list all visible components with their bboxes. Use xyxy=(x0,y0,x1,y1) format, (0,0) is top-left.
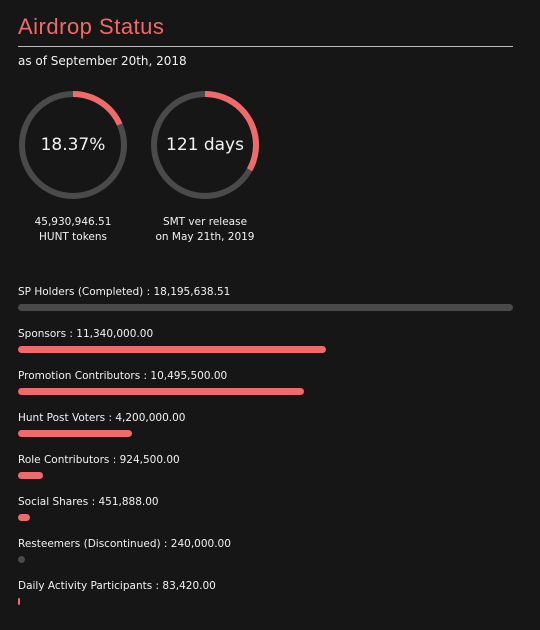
gauge-progress-arc xyxy=(19,91,127,199)
bar-fill xyxy=(18,304,513,311)
gauge-days: 121 days xyxy=(150,90,260,200)
title-divider xyxy=(18,46,513,47)
bar-fill xyxy=(18,472,44,479)
bar-row: Promotion Contributors : 10,495,500.00 xyxy=(18,368,513,410)
bar-row: Daily Activity Participants : 83,420.00 xyxy=(18,578,513,620)
bar-label: Sponsors : 11,340,000.00 xyxy=(18,328,154,340)
bar-row: Social Shares : 451,888.00 xyxy=(18,494,513,536)
gauge-percent-value: 18.37% xyxy=(40,135,106,155)
bar-label: Social Shares : 451,888.00 xyxy=(18,496,159,508)
gauge-days-value: 121 days xyxy=(166,135,244,155)
bar-row: Role Contributors : 924,500.00 xyxy=(18,452,513,494)
bar-fill xyxy=(18,430,133,437)
gauge-progress-arc xyxy=(151,91,259,199)
gauge-percent: 18.37% xyxy=(18,90,128,200)
gauge-days-ring xyxy=(151,91,259,199)
bar-fill xyxy=(18,556,25,563)
distribution-bar-list: SP Holders (Completed) : 18,195,638.51 Sp… xyxy=(18,284,513,620)
gauge-caption-line: HUNT tokens xyxy=(38,231,108,243)
bar-track xyxy=(18,304,513,311)
bar-label: SP Holders (Completed) : 18,195,638.51 xyxy=(18,286,231,298)
gauge-percent-ring xyxy=(19,91,127,199)
gauge-percent-caption: 45,930,946.51 HUNT tokens xyxy=(0,215,153,245)
bar-track xyxy=(18,598,513,605)
bar-label: Resteemers (Discontinued) : 240,000.00 xyxy=(18,538,231,550)
bar-label: Hunt Post Voters : 4,200,000.00 xyxy=(18,412,186,424)
gauge-days-caption: SMT ver release on May 21th, 2019 xyxy=(125,215,285,245)
bar-track xyxy=(18,472,513,479)
status-date: as of September 20th, 2018 xyxy=(18,54,187,68)
gauge-caption-line: SMT ver release xyxy=(162,216,248,228)
bar-label: Role Contributors : 924,500.00 xyxy=(18,454,180,466)
bar-track xyxy=(18,556,513,563)
bar-row: Sponsors : 11,340,000.00 xyxy=(18,326,513,368)
bar-fill xyxy=(18,598,21,605)
bar-track xyxy=(18,514,513,521)
bar-fill xyxy=(18,514,31,521)
bar-label: Daily Activity Participants : 83,420.00 xyxy=(18,580,216,592)
page-title: Airdrop Status xyxy=(18,14,165,39)
bar-fill xyxy=(18,388,304,395)
bar-track xyxy=(18,346,513,353)
bar-row: SP Holders (Completed) : 18,195,638.51 xyxy=(18,284,513,326)
bar-row: Hunt Post Voters : 4,200,000.00 xyxy=(18,410,513,452)
bar-row: Resteemers (Discontinued) : 240,000.00 xyxy=(18,536,513,578)
bar-fill xyxy=(18,346,327,353)
bar-label: Promotion Contributors : 10,495,500.00 xyxy=(18,370,228,382)
gauge-caption-line: on May 21th, 2019 xyxy=(155,231,255,243)
gauge-caption-line: 45,930,946.51 xyxy=(34,216,112,228)
bar-track xyxy=(18,430,513,437)
bar-track xyxy=(18,388,513,395)
